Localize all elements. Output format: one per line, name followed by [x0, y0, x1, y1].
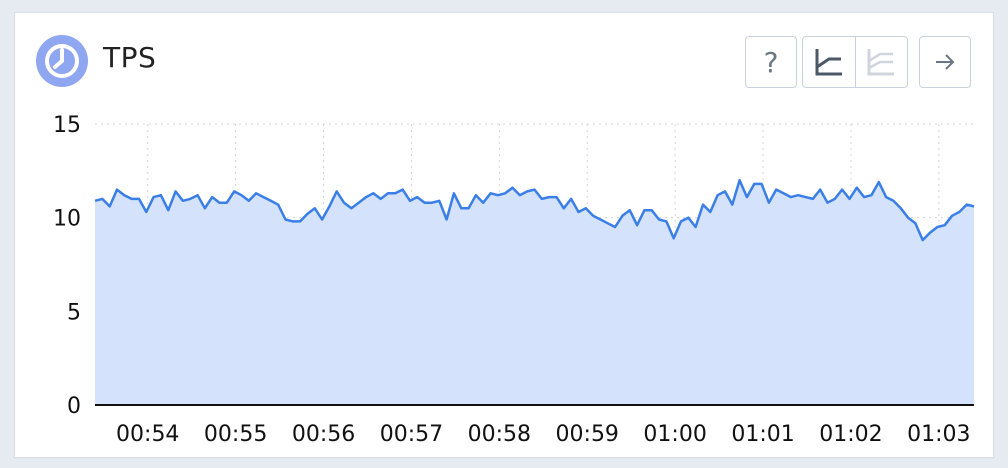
y-tick-label: 15 — [53, 113, 81, 138]
linear-chart-icon — [815, 49, 842, 76]
x-tick-label: 00:59 — [556, 422, 619, 447]
x-tick-label: 00:54 — [116, 422, 179, 447]
arrow-right-icon — [936, 54, 955, 70]
x-tick-label: 01:01 — [731, 422, 794, 447]
question-icon: ? — [763, 45, 779, 79]
x-tick-label: 00:58 — [468, 422, 531, 447]
multi-scale-button[interactable] — [855, 37, 907, 87]
x-tick-label: 01:00 — [643, 422, 706, 447]
multi-line-chart-icon — [867, 49, 895, 76]
help-button[interactable]: ? — [745, 36, 797, 88]
linear-scale-button[interactable] — [803, 37, 855, 87]
x-tick-label: 00:57 — [380, 422, 443, 447]
y-tick-label: 5 — [67, 300, 81, 325]
y-tick-label: 0 — [67, 394, 81, 419]
scale-toggle-group — [802, 36, 908, 88]
x-tick-label: 00:56 — [292, 422, 355, 447]
series-area — [95, 180, 974, 405]
x-tick-label: 00:55 — [204, 422, 267, 447]
clock-icon — [36, 35, 88, 87]
next-button[interactable] — [919, 36, 971, 88]
series-line — [94, 178, 975, 242]
x-tick-label: 01:03 — [907, 422, 970, 447]
x-tick-label: 01:02 — [819, 422, 882, 447]
tps-widget: TPS ? 0 5 10 15 00:54 00:55 00:56 00:57 00:58 00:… — [14, 12, 994, 458]
button-divider — [854, 37, 856, 87]
tps-chart: 0 5 10 15 00:54 00:55 00:56 00:57 00:58 00:59 01:0… — [53, 113, 975, 447]
y-tick-label: 10 — [53, 207, 81, 232]
widget-title: TPS — [103, 41, 157, 74]
